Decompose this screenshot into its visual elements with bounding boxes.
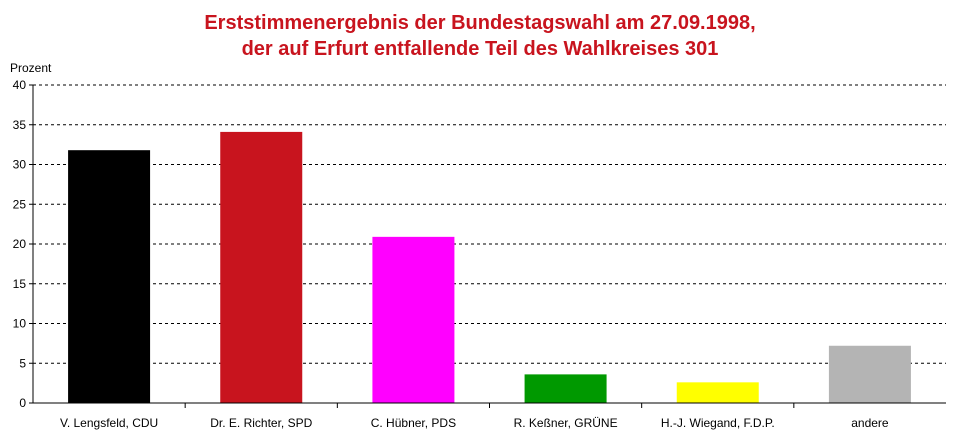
bar [828, 345, 911, 403]
x-axis-labels: V. Lengsfeld, CDU Dr. E. Richter, SPD C. H… [60, 403, 889, 430]
chart-title-line-1: Erststimmenergebnis der Bundestagswahl a… [204, 12, 756, 34]
y-tick-label: 40 [13, 78, 27, 92]
y-tick-label: 0 [19, 396, 26, 410]
bars [68, 131, 911, 403]
y-tick-label: 5 [19, 356, 26, 370]
y-axis-label: Prozent [10, 61, 52, 75]
y-axis-ticks: 0 5 10 15 20 25 30 35 40 [13, 78, 33, 410]
x-tick-label: Dr. E. Richter, SPD [210, 416, 312, 430]
x-tick-label: H.-J. Wiegand, F.D.P. [661, 416, 775, 430]
x-tick-label: V. Lengsfeld, CDU [60, 416, 158, 430]
y-tick-label: 25 [13, 197, 27, 211]
bar [372, 236, 455, 403]
bar [524, 374, 607, 403]
chart-title-line-2: der auf Erfurt entfallende Teil des Wahl… [241, 38, 719, 60]
y-tick-label: 15 [13, 277, 27, 291]
chart-title: Erststimmenergebnis der Bundestagswahl a… [0, 10, 960, 62]
bar [68, 150, 151, 403]
bar [220, 131, 303, 403]
y-tick-label: 35 [13, 118, 27, 132]
y-tick-label: 30 [13, 158, 27, 172]
x-tick-label: C. Hübner, PDS [371, 416, 456, 430]
bar [676, 382, 759, 403]
x-tick-label: andere [851, 416, 889, 430]
x-tick-label: R. Keßner, GRÜNE [514, 416, 618, 430]
y-tick-label: 10 [13, 317, 27, 331]
y-tick-label: 20 [13, 237, 27, 251]
grid-lines [33, 84, 946, 364]
